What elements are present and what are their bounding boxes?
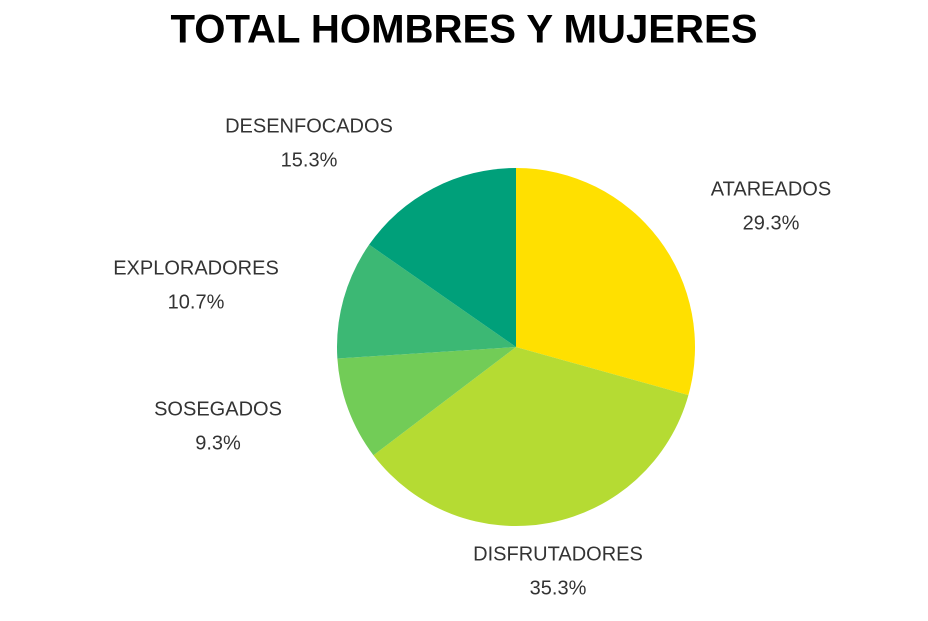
slice-label: DESENFOCADOS	[225, 115, 393, 137]
pie-slice	[516, 168, 696, 396]
chart-title: TOTAL HOMBRES Y MUJERES	[171, 8, 758, 52]
slice-label: ATAREADOS	[711, 178, 831, 200]
slice-label: SOSEGADOS	[154, 398, 282, 420]
pie-slice	[337, 347, 516, 456]
slice-value-label: 10.7%	[168, 291, 225, 313]
slice-value-label: 9.3%	[195, 432, 241, 454]
slice-label: EXPLORADORES	[113, 257, 279, 279]
slice-label: DISFRUTADORES	[473, 543, 643, 565]
pie-slice	[373, 347, 689, 526]
pie-slice	[369, 168, 516, 347]
pie-slice	[337, 244, 516, 359]
slice-value-label: 35.3%	[530, 577, 587, 599]
slice-value-label: 29.3%	[743, 212, 800, 234]
slice-value-label: 15.3%	[281, 149, 338, 171]
